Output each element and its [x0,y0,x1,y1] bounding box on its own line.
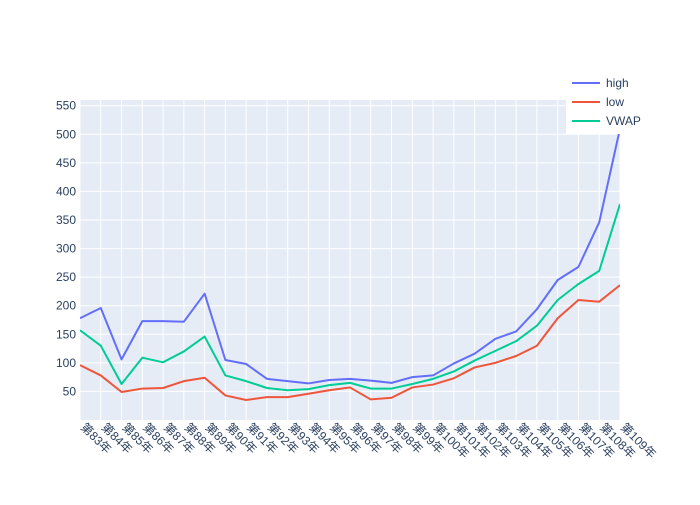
series-line-vwap[interactable] [80,203,620,392]
series-line-high[interactable] [80,128,620,385]
y-tick-label: 300 [56,242,76,256]
y-tick-label: 400 [56,184,76,198]
series-line-low[interactable] [80,284,620,401]
y-tick-label: 450 [56,156,76,170]
y-tick-label: 50 [63,384,77,398]
legend[interactable]: high low VWAP [566,72,648,134]
y-tick-label: 550 [56,99,76,113]
legend-item-low[interactable]: low [572,95,624,109]
series-lines [80,128,620,401]
y-axis-ticks: 50 100 150 200 250 300 350 400 450 500 550 [56,99,76,399]
legend-item-vwap[interactable]: VWAP [572,114,641,128]
grid-lines [79,100,621,420]
legend-item-high[interactable]: high [572,76,629,90]
legend-label: low [606,95,624,109]
legend-label: high [606,76,629,90]
y-tick-label: 100 [56,356,76,370]
y-tick-label: 500 [56,127,76,141]
y-tick-label: 250 [56,270,76,284]
y-tick-label: 350 [56,213,76,227]
y-tick-label: 200 [56,299,76,313]
y-tick-label: 150 [56,327,76,341]
legend-label: VWAP [606,114,641,128]
x-axis-ticks: 第83年第84年第85年第86年第87年第88年第89年第90年第91年第92年… [78,420,659,461]
